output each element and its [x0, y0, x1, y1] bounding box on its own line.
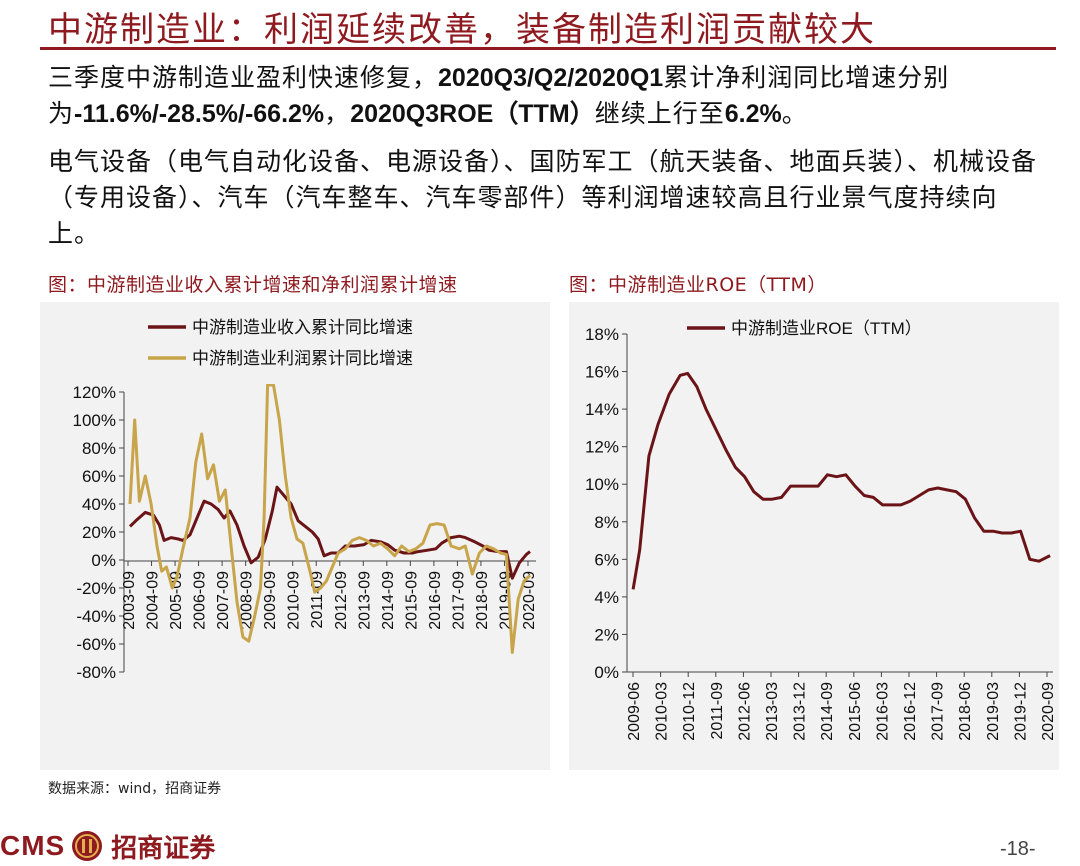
chart2-y-tick-label: 14%	[585, 400, 619, 419]
chart2-legend-label-1: 中游制造业ROE（TTM）	[731, 319, 922, 338]
logo-emblem-icon	[72, 831, 103, 861]
chart2-y-tick-label: 8%	[594, 513, 619, 532]
chart1-legend-label-2: 中游制造业利润累计同比增速	[192, 349, 413, 368]
chart2-y-tick-label: 2%	[594, 625, 619, 644]
p1-bold-3: 2020Q3ROE（TTM）	[350, 100, 595, 128]
summary-paragraph-2: 电气设备（电气自动化设备、电源设备）、国防军工（航天装备、地面兵装）、机械设备（…	[48, 147, 1038, 248]
chart2-title: 图：中游制造业ROE（TTM）	[569, 274, 827, 296]
chart1-svg: 120% 100% 80% 60% 40% 20% 0% -20% -40% -60% -80% 20…	[73, 318, 538, 682]
title-divider	[40, 47, 1056, 50]
chart1-x-tick-label: 2018-09	[474, 571, 491, 630]
chart2-x-tick-label: 2010-12	[681, 682, 698, 741]
chart1-x-tick-label: 2007-09	[215, 571, 232, 630]
chart1-x-tick-label: 2004-09	[145, 571, 162, 630]
chart1-panel: 120% 100% 80% 60% 40% 20% 0% -20% -40% -60% -80% 20…	[40, 302, 550, 770]
summary-paragraph-1: 三季度中游制造业盈利快速修复，2020Q3/Q2/2020Q1累计净利润同比增速…	[48, 60, 1048, 132]
chart1-x-tick-label: 2012-09	[333, 571, 350, 630]
chart2-y-tick-label: 16%	[585, 363, 619, 382]
chart2-svg: 18% 16% 14% 12% 10% 8% 6% 4% 2% 0% 2009-06 2010-03 2…	[585, 319, 1057, 741]
chart2-x-tick-label: 2014-09	[819, 682, 836, 741]
chart1-x-tick-label: 2006-09	[192, 571, 209, 630]
p1-bold-4: 6.2%	[724, 100, 782, 128]
chart1-x-tick-label: 2016-09	[427, 571, 444, 630]
chart2-series-line-1	[631, 371, 1051, 590]
chart2-x-tick-label: 2019-03	[985, 682, 1002, 741]
page-title: 中游制造业：利润延续改善，装备制造利润贡献较大	[48, 10, 876, 50]
chart2-x-tick-label: 2013-03	[764, 682, 781, 741]
chart1-x-tick-label: 2009-09	[262, 571, 279, 630]
p1-text-3: ，	[324, 99, 351, 128]
chart2-x-tick-label: 2009-06	[626, 682, 643, 741]
p1-text-2: 累计净利润同比增速分别为	[48, 63, 950, 128]
p1-bold-1: 2020Q3/Q2/2020Q1	[438, 64, 664, 92]
chart2-x-tick-label: 2017-09	[930, 682, 947, 741]
chart1-y-tick-label: 20%	[82, 523, 116, 542]
data-source: 数据来源：wind，招商证券	[48, 781, 222, 797]
chart1-x-tick-label: 2015-09	[403, 571, 420, 630]
chart2-y-tick-label: 6%	[594, 550, 619, 569]
chart1-y-tick-label: 60%	[82, 467, 116, 486]
chart2-x-tick-label: 2016-03	[874, 682, 891, 741]
chart1-y-tick-label: 0%	[91, 551, 116, 570]
chart1-y-tick-label: 40%	[82, 495, 116, 514]
chart2-x-tick-label: 2013-12	[792, 682, 809, 741]
chart1-y-tick-label: 100%	[73, 411, 116, 430]
chart1-y-tick-label: -20%	[76, 579, 116, 598]
p1-text-1: 三季度中游制造业盈利快速修复，	[48, 63, 439, 92]
chart1-series-line-1	[128, 485, 531, 580]
p1-text-5: 。	[781, 99, 808, 128]
chart2-y-tick-label: 10%	[585, 475, 619, 494]
brand-logo: CMS 招商证券	[0, 826, 215, 866]
p1-bold-2: -11.6%/-28.5%/-66.2%	[74, 100, 325, 128]
chart2-panel: 18% 16% 14% 12% 10% 8% 6% 4% 2% 0% 2009-06 2010-03 2…	[569, 302, 1059, 770]
chart2-x-tick-label: 2018-06	[957, 682, 974, 741]
chart1-x-tick-label: 2017-09	[450, 571, 467, 630]
chart1-x-tick-label: 2013-09	[356, 571, 373, 630]
chart1-legend-label-1: 中游制造业收入累计同比增速	[192, 318, 413, 337]
chart2-x-tick-label: 2019-12	[1012, 682, 1029, 741]
chart1-x-tick-label: 2010-09	[286, 571, 303, 630]
chart2-x-tick-label: 2015-06	[847, 682, 864, 741]
chart2-x-tick-label: 2020-09	[1040, 682, 1057, 741]
chart1-y-tick-label: -40%	[76, 607, 116, 626]
chart2-x-tick-label: 2011-09	[709, 682, 726, 740]
chart2-x-tick-label: 2016-12	[902, 682, 919, 741]
logo-cms: CMS	[0, 830, 66, 861]
chart1-x-tick-label: 2003-09	[121, 571, 138, 630]
chart1-x-tick-label: 2020-09	[521, 571, 538, 630]
chart2-y-tick-label: 4%	[594, 588, 619, 607]
chart1-x-tick-label: 2014-09	[380, 571, 397, 630]
chart2-y-tick-label: 0%	[594, 663, 619, 682]
chart1-y-tick-label: 80%	[82, 439, 116, 458]
chart1-title: 图：中游制造业收入累计增速和净利润累计增速	[48, 274, 458, 296]
logo-name: 招商证券	[111, 833, 216, 864]
chart1-series-line-2	[128, 384, 532, 654]
chart1-x-tick-label: 2008-09	[239, 571, 256, 630]
chart1-x-tick-label: 2019-09	[497, 571, 514, 630]
p1-text-4: 继续上行至	[594, 99, 725, 128]
chart1-y-tick-label: 120%	[73, 383, 116, 402]
chart2-y-tick-label: 12%	[585, 438, 619, 457]
page-number: -18-	[1000, 838, 1036, 860]
chart1-y-tick-label: -60%	[76, 635, 116, 654]
chart2-y-tick-label: 18%	[585, 325, 619, 344]
chart1-y-tick-label: -80%	[76, 663, 116, 682]
chart2-x-tick-label: 2010-03	[654, 682, 671, 741]
chart2-x-tick-label: 2012-06	[736, 682, 753, 741]
